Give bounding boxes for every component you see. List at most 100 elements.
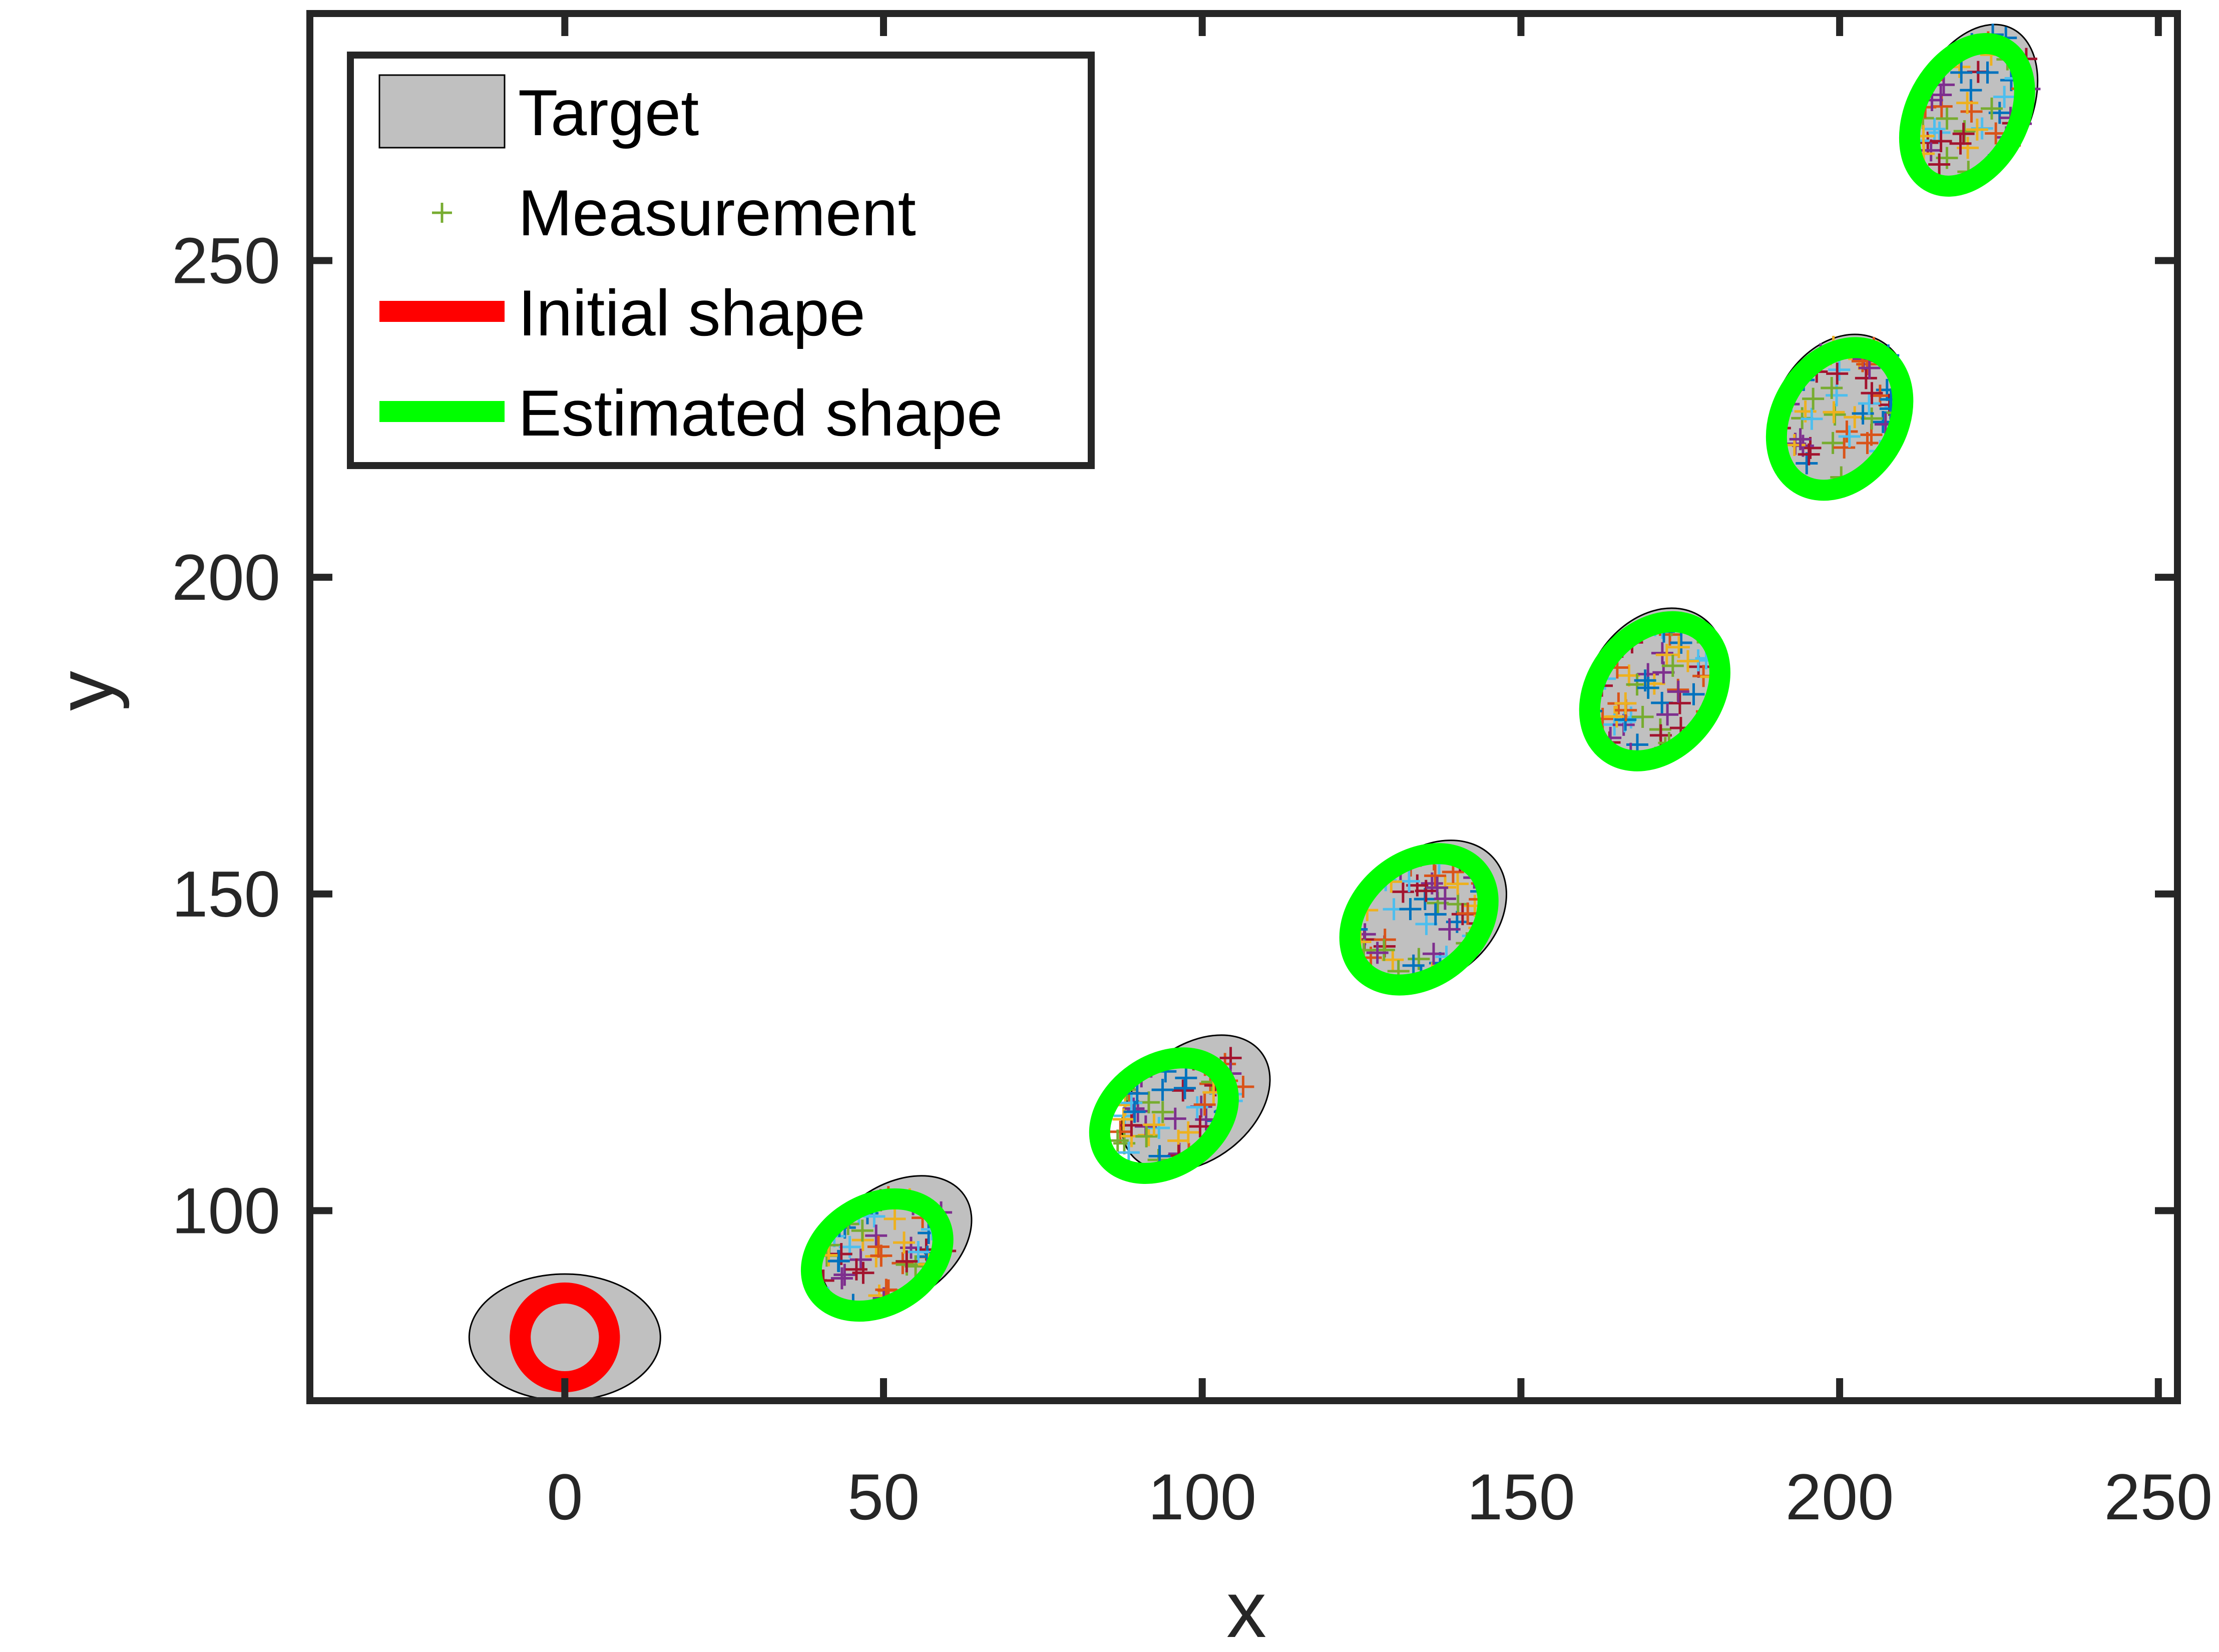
legend-target-swatch — [378, 74, 506, 149]
estimated-shape-ellipse-0 — [800, 1188, 954, 1322]
plot-area — [468, 24, 2041, 1402]
measurement-point — [1856, 432, 1879, 454]
legend-target-label: Target — [518, 76, 699, 149]
measurement-point — [1447, 893, 1469, 916]
y-tick-label: 100 — [172, 1174, 280, 1247]
measurement-point — [1798, 443, 1820, 466]
measurement-point — [1789, 428, 1812, 451]
measurement-point — [1949, 132, 1972, 155]
measurement-point — [1668, 692, 1691, 714]
legend-estimated-label: Estimated shape — [518, 376, 1003, 450]
measurement-point — [1177, 1121, 1199, 1143]
measurement-point — [905, 1255, 927, 1278]
measurement-point — [1656, 703, 1679, 726]
measurement-point — [867, 1235, 890, 1258]
measurement-point — [1930, 130, 1952, 152]
legend: Target Measurement Initial shape Estimat… — [347, 52, 1095, 469]
measurement-point — [1151, 1078, 1174, 1101]
measurement-point — [849, 1249, 872, 1271]
measurement-point — [1447, 873, 1469, 895]
x-tick-label: 150 — [1467, 1460, 1575, 1533]
measurement-point — [1802, 387, 1825, 410]
measurement-point — [1415, 880, 1437, 902]
measurement-point — [1399, 898, 1422, 921]
measurement-point — [852, 1262, 874, 1284]
measurement-point — [1392, 881, 1414, 903]
measurement-point — [896, 1250, 918, 1273]
measurement-point — [1952, 123, 1975, 145]
measurement-point — [1980, 97, 2003, 120]
x-tick-label: 100 — [1148, 1460, 1256, 1533]
measurement-point — [1822, 432, 1844, 454]
measurement-point — [1366, 942, 1389, 964]
measurement-point — [1667, 680, 1689, 703]
measurement-point — [1936, 107, 1958, 130]
measurement-point — [865, 1224, 887, 1247]
measurement-point — [1823, 401, 1845, 424]
measurement-point — [851, 1219, 873, 1242]
measurement-point — [1682, 683, 1705, 705]
y-axis-label: y — [40, 671, 130, 711]
legend-initial-label: Initial shape — [518, 276, 865, 349]
measurement-point — [1670, 631, 1692, 654]
measurement-point — [1148, 1117, 1170, 1139]
measurement-point — [1655, 644, 1678, 666]
measurement-point — [1631, 705, 1654, 728]
measurement-point — [1426, 877, 1449, 899]
axes-box — [306, 10, 2181, 1404]
x-axis-label: x — [1226, 1564, 1266, 1652]
measurement-point — [1861, 407, 1883, 430]
measurement-point — [1976, 61, 1999, 84]
measurement-point — [1172, 1079, 1194, 1102]
measurement-point — [870, 1245, 893, 1267]
x-tick-label: 250 — [2104, 1460, 2212, 1533]
measurement-point — [1434, 888, 1456, 910]
measurement-point — [1438, 918, 1461, 941]
measurement-point — [1826, 362, 1849, 385]
measurement-point — [1855, 367, 1877, 389]
measurement-point — [1928, 153, 1951, 176]
measurement-point — [1838, 425, 1861, 448]
measurement-point — [1143, 1113, 1165, 1136]
measurement-point — [1123, 1100, 1146, 1123]
measurement-point — [1836, 421, 1858, 443]
estimated-shape-ellipse-3 — [1579, 611, 1730, 771]
legend-measurement-label: Measurement — [518, 176, 916, 249]
measurement-point — [893, 1231, 916, 1254]
measurement-point — [1151, 1101, 1174, 1123]
measurement-point — [907, 1241, 930, 1264]
measurement-point — [1960, 79, 1982, 102]
measurement-point — [892, 1252, 914, 1275]
measurement-point — [1457, 902, 1479, 925]
measurement-point — [1651, 642, 1673, 664]
measurement-point — [1661, 654, 1684, 677]
estimated-shape-ellipse-1 — [1089, 1047, 1239, 1184]
measurement-point — [1189, 1115, 1211, 1138]
measurement-point — [1424, 903, 1447, 926]
measurement-point — [1415, 913, 1438, 935]
estimated-shape-ellipse-2 — [1339, 843, 1499, 996]
measurement-point — [1821, 376, 1843, 399]
measurement-point — [1676, 650, 1699, 672]
measurement-point — [1402, 954, 1425, 977]
measurement-point — [1966, 118, 1988, 141]
measurement-point — [1109, 1120, 1132, 1143]
measurement-point — [1382, 949, 1404, 971]
measurement-point — [1126, 1082, 1148, 1105]
estimated-shape-ellipse-4 — [1765, 337, 1914, 501]
measurement-point — [1423, 943, 1445, 965]
measurement-point — [1796, 452, 1818, 475]
measurement-point — [1135, 1125, 1158, 1147]
measurement-point — [1614, 692, 1637, 714]
measurement-point — [1120, 1092, 1143, 1114]
measurement-point — [827, 1250, 850, 1273]
axis-ticks: 0 50 100 150 200 250 100 150 200 250 — [172, 14, 2212, 1533]
estimated-shape-ellipse-5 — [1899, 33, 2035, 197]
measurement-point — [830, 1267, 853, 1290]
y-tick-label: 250 — [172, 224, 280, 297]
measurement-point — [883, 1207, 906, 1230]
x-tick-label: 0 — [547, 1460, 583, 1533]
measurement-point — [1960, 100, 1983, 123]
measurement-point — [1193, 1093, 1216, 1116]
